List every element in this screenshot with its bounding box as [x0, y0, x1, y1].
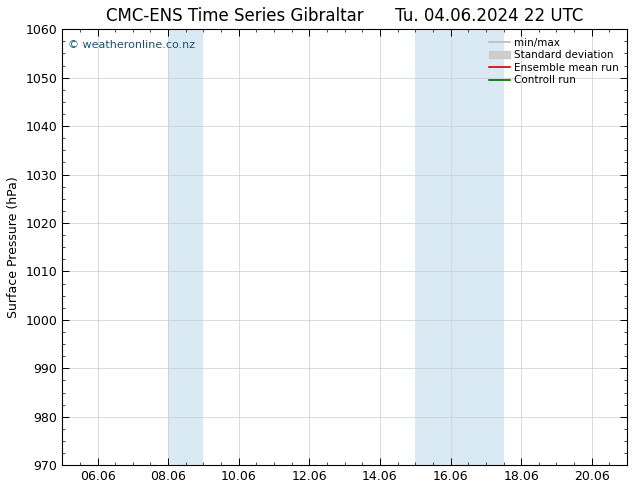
Title: CMC-ENS Time Series Gibraltar      Tu. 04.06.2024 22 UTC: CMC-ENS Time Series Gibraltar Tu. 04.06.…: [106, 7, 583, 25]
Text: © weatheronline.co.nz: © weatheronline.co.nz: [68, 40, 195, 50]
Bar: [168, 29, 204, 465]
Legend: min/max, Standard deviation, Ensemble mean run, Controll run: min/max, Standard deviation, Ensemble me…: [485, 33, 623, 90]
Bar: [415, 29, 503, 465]
Y-axis label: Surface Pressure (hPa): Surface Pressure (hPa): [7, 176, 20, 318]
